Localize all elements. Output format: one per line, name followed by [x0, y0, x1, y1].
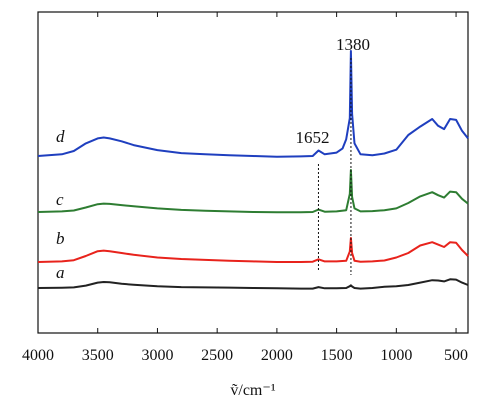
peak-label-1652: 1652 — [295, 128, 329, 147]
x-tick-label: 2000 — [261, 347, 293, 364]
x-axis-label: ṽ/cm⁻¹ — [230, 382, 275, 399]
curve-label-b: b — [56, 229, 65, 248]
peak-markers: 1380 1652 — [295, 35, 370, 275]
x-tick-label: 3500 — [82, 347, 114, 364]
curve-label-c: c — [56, 190, 64, 209]
curve-labels: ab c d — [56, 127, 65, 282]
x-tick-label: 500 — [444, 347, 468, 364]
series-line-b — [37, 237, 469, 263]
series-line-a — [37, 278, 469, 290]
plot-frame — [37, 11, 469, 334]
curve-label-d: d — [56, 127, 65, 146]
x-tick-label: 3000 — [141, 347, 173, 364]
peak-label-1380: 1380 — [336, 35, 370, 54]
x-tick-label: 4000 — [22, 347, 54, 364]
x-tick-label: 1500 — [321, 347, 353, 364]
x-tick-label: 2500 — [201, 347, 233, 364]
series-line-c — [37, 169, 469, 214]
x-ticks: 4000 3500 3000 2500 2000 1500 1000 500 — [22, 12, 468, 364]
series-lines — [37, 50, 469, 290]
series-line-d — [37, 50, 469, 158]
curve-label-a: a — [56, 263, 65, 282]
x-tick-label: 1000 — [380, 347, 412, 364]
